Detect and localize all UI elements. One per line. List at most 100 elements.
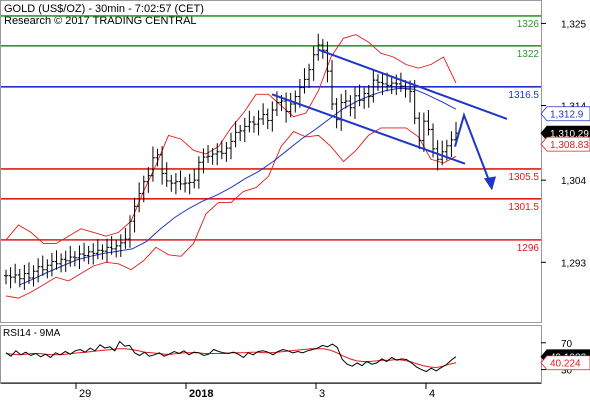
price-bar [196, 156, 201, 189]
price-bar [4, 269, 8, 285]
price-bar [68, 245, 73, 267]
price-bar [325, 41, 330, 83]
bollinger-upper-line [5, 34, 457, 245]
price-bar [330, 59, 335, 110]
price-badge: 1,312.9 [540, 106, 590, 122]
price-bar [229, 132, 233, 160]
support-resistance-levels: 1326 1322 1316.5 1305.5 1301.5 1296 [1, 15, 541, 254]
price-bar [215, 143, 220, 166]
price-badges: 1,312.9 1,310.291,308.83 [540, 106, 590, 152]
price-bar [288, 92, 293, 118]
price-bars [4, 33, 458, 290]
price-bar [403, 80, 408, 98]
price-bar [164, 162, 169, 187]
price-bar [45, 259, 50, 279]
level-label: 1326 [517, 19, 540, 30]
price-bar [160, 146, 165, 185]
price-bar [192, 168, 197, 189]
bollinger-bands [5, 34, 457, 299]
price-bar [348, 95, 353, 117]
price-bar [440, 140, 445, 166]
price-bar [256, 110, 261, 136]
price-bar [270, 101, 275, 132]
time-tick-label: 2018 [189, 388, 213, 400]
price-bar [311, 46, 316, 81]
price-bar [380, 73, 385, 96]
price-bar [26, 262, 31, 284]
price-bar [320, 39, 325, 59]
price-bar [118, 234, 123, 258]
forecast-arrow-line [454, 112, 493, 189]
price-bar [86, 245, 91, 265]
level-label: 1296 [517, 243, 540, 254]
channel-lower-line [271, 93, 466, 165]
price-bar [40, 255, 45, 276]
time-tick-label: 4 [429, 388, 435, 400]
price-bar [82, 242, 87, 262]
time-axis: 29 2018 3 4 [1, 382, 541, 400]
price-bar [63, 250, 68, 272]
price-bar [238, 124, 243, 141]
price-bar [449, 131, 454, 158]
price-bar [59, 253, 64, 273]
price-bar [435, 140, 440, 171]
level-label: 1322 [517, 49, 540, 60]
svg-text:1,312.9: 1,312.9 [550, 110, 584, 121]
channel-upper-line [317, 48, 508, 120]
bollinger-lower-line [5, 127, 457, 299]
price-bar [91, 243, 96, 265]
price-bar [187, 173, 192, 195]
price-bar [132, 197, 137, 233]
price-bar [224, 142, 229, 162]
price-bar [146, 167, 151, 193]
price-tick-label: 1,304 [561, 176, 586, 187]
level-label: 1316.5 [508, 90, 539, 101]
price-bar [95, 239, 100, 260]
level-label: 1301.5 [508, 202, 539, 213]
price-bar [155, 148, 160, 167]
price-bar [17, 268, 22, 288]
price-bar [343, 89, 348, 109]
price-bar [22, 264, 27, 290]
price-bar [137, 182, 142, 213]
price-bar [251, 115, 256, 133]
chart-subtitle: Research © 2017 TRADING CENTRAL [4, 15, 197, 27]
price-bar [297, 79, 302, 108]
price-bar [100, 244, 105, 260]
time-tick-label: 3 [319, 388, 325, 400]
price-bar [13, 263, 18, 284]
price-bar [169, 174, 174, 192]
price-bar [307, 63, 312, 88]
time-tick-label: 29 [79, 388, 91, 400]
svg-text:40.224: 40.224 [550, 359, 581, 370]
price-bar [362, 87, 367, 109]
price-tick-label: 1,325 [561, 19, 586, 30]
price-bar [375, 74, 380, 91]
svg-text:1,310.29: 1,310.29 [550, 129, 589, 140]
price-bar [366, 84, 371, 108]
rsi-tick-label: 70 [561, 339, 573, 350]
price-bar [109, 236, 114, 255]
price-bar [293, 90, 298, 113]
price-bar [201, 148, 206, 174]
price-bar [357, 84, 362, 107]
chart-annotations [271, 48, 508, 191]
price-bar [206, 145, 211, 163]
price-bar [412, 80, 417, 125]
price-bar [339, 93, 344, 131]
price-bar [123, 227, 128, 249]
price-bar [49, 252, 54, 277]
level-label: 1305.5 [508, 172, 539, 183]
moving-average-line [19, 87, 457, 286]
moving-average [19, 87, 457, 286]
price-bar [141, 175, 146, 203]
rsi-panel: 703049.198240.224 [5, 339, 590, 377]
price-bar [265, 108, 270, 130]
rsi-badge: 40.224 [540, 355, 590, 371]
price-bar [105, 238, 110, 263]
price-bar [173, 173, 178, 195]
price-bar [127, 215, 132, 248]
price-bar [334, 98, 339, 129]
price-bar [183, 177, 188, 193]
